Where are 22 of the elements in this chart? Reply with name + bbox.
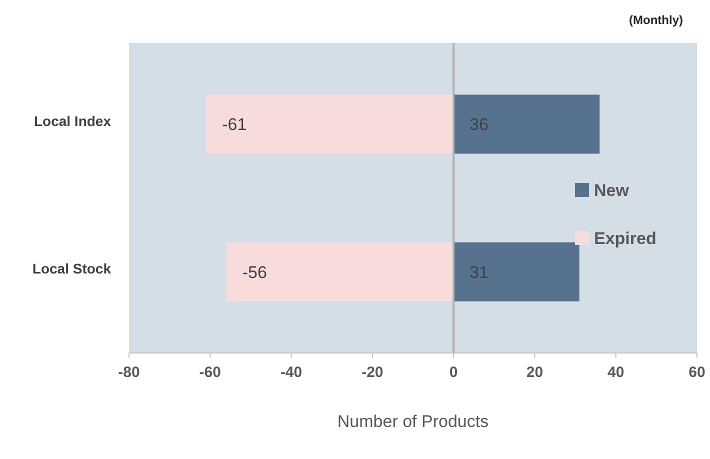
x-tick-label: 40	[608, 364, 624, 381]
data-label: -61	[222, 115, 247, 134]
chart-title: (Monthly)	[629, 13, 683, 27]
y-tick-label: Local Index	[34, 113, 112, 130]
legend-label: Expired	[594, 228, 656, 248]
x-tick-label: -60	[199, 364, 221, 381]
x-axis-title: Number of Products	[337, 412, 489, 431]
data-label: 36	[470, 115, 488, 134]
x-tick-label: -80	[118, 364, 140, 381]
data-label: -56	[242, 262, 267, 282]
y-tick-label: Local Stock	[32, 260, 112, 277]
x-tick-label: -40	[280, 364, 302, 381]
bar	[206, 94, 454, 154]
data-label: 31	[470, 262, 488, 282]
bar	[454, 94, 600, 154]
bar	[226, 242, 454, 302]
x-tick-label: 60	[688, 364, 706, 381]
x-tick-label: 20	[526, 364, 544, 381]
bar	[454, 242, 580, 302]
legend-label: New	[594, 180, 630, 200]
x-tick-label: -20	[362, 364, 384, 381]
x-tick-label: 0	[449, 364, 458, 381]
